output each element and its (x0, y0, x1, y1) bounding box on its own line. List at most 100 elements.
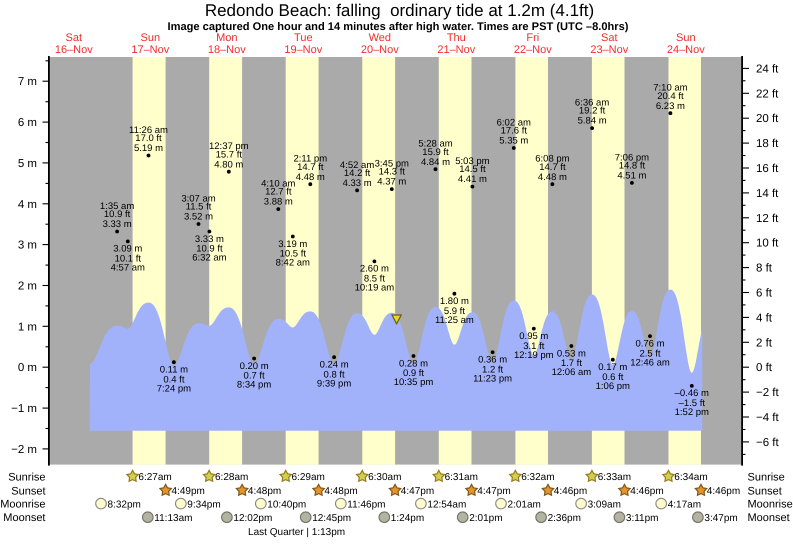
svg-text:6:08 pm: 6:08 pm (535, 154, 569, 165)
svg-text:6 m: 6 m (18, 117, 37, 129)
svg-text:3.33 m: 3.33 m (103, 219, 132, 230)
svg-text:6:31am: 6:31am (445, 472, 478, 483)
svg-text:0 m: 0 m (18, 362, 37, 374)
svg-text:4:10 am: 4:10 am (261, 179, 295, 190)
svg-text:Redondo Beach: falling ordina: Redondo Beach: falling ordinary tide at … (205, 1, 594, 20)
svg-text:14 ft: 14 ft (756, 188, 779, 200)
svg-text:14.2 ft: 14.2 ft (344, 168, 371, 179)
svg-text:3.88 m: 3.88 m (264, 197, 293, 208)
svg-text:2:36pm: 2:36pm (548, 513, 581, 524)
svg-text:9:39 pm: 9:39 pm (317, 378, 351, 389)
svg-text:10:19 am: 10:19 am (355, 283, 395, 294)
svg-text:4:47pm: 4:47pm (401, 486, 434, 497)
svg-text:0.20 m: 0.20 m (240, 361, 269, 372)
svg-text:8.5 ft: 8.5 ft (364, 274, 385, 285)
svg-text:4:46pm: 4:46pm (554, 486, 587, 497)
svg-text:10.1 ft: 10.1 ft (115, 254, 142, 265)
svg-text:6:32am: 6:32am (521, 472, 554, 483)
svg-text:Fri: Fri (526, 32, 539, 44)
svg-text:1.80 m: 1.80 m (440, 296, 469, 307)
svg-text:12:02pm: 12:02pm (233, 513, 272, 524)
svg-text:6:33am: 6:33am (598, 472, 631, 483)
svg-text:3 m: 3 m (18, 240, 37, 252)
svg-text:1.2 ft: 1.2 ft (482, 365, 503, 376)
svg-text:Sunset: Sunset (11, 485, 45, 497)
svg-text:4.48 m: 4.48 m (538, 172, 567, 183)
svg-text:2:01am: 2:01am (508, 499, 541, 510)
svg-text:17.6 ft: 17.6 ft (501, 126, 528, 137)
svg-text:12:54am: 12:54am (427, 499, 466, 510)
svg-text:2:11 pm: 2:11 pm (293, 154, 327, 165)
svg-text:10:40pm: 10:40pm (267, 499, 306, 510)
svg-text:12:46 am: 12:46 am (630, 357, 670, 368)
svg-text:10:35 pm: 10:35 pm (394, 377, 434, 388)
svg-text:Moonset: Moonset (3, 512, 45, 524)
svg-text:5:03 pm: 5:03 pm (455, 156, 489, 167)
svg-text:8 ft: 8 ft (756, 263, 773, 275)
svg-text:4:46pm: 4:46pm (630, 486, 663, 497)
svg-text:12:37 pm: 12:37 pm (209, 141, 249, 152)
svg-text:16–Nov: 16–Nov (55, 44, 93, 56)
svg-text:0.53 m: 0.53 m (557, 348, 586, 359)
svg-text:8:32pm: 8:32pm (108, 499, 141, 510)
svg-text:0.76 m: 0.76 m (635, 338, 664, 349)
svg-text:6:34am: 6:34am (674, 472, 707, 483)
svg-text:0.11 m: 0.11 m (160, 365, 188, 376)
svg-text:3.33 m: 3.33 m (195, 234, 224, 245)
svg-text:18–Nov: 18–Nov (208, 44, 246, 56)
svg-text:5.19 m: 5.19 m (134, 143, 163, 154)
svg-text:Tue: Tue (294, 32, 313, 44)
svg-text:Sat: Sat (601, 32, 618, 44)
svg-text:Moonset: Moonset (748, 512, 790, 524)
svg-text:3:07 am: 3:07 am (181, 193, 215, 204)
svg-text:3:47pm: 3:47pm (704, 513, 737, 524)
svg-text:11.5 ft: 11.5 ft (186, 202, 212, 213)
svg-text:0.24 m: 0.24 m (320, 360, 349, 371)
svg-text:Sun: Sun (676, 32, 696, 44)
svg-text:6:29am: 6:29am (292, 472, 325, 483)
svg-text:17–Nov: 17–Nov (131, 44, 169, 56)
svg-text:7 m: 7 m (18, 76, 37, 88)
svg-text:0.28 m: 0.28 m (399, 358, 428, 369)
svg-text:0.8 ft: 0.8 ft (324, 369, 345, 380)
svg-text:4.51 m: 4.51 m (617, 171, 646, 182)
svg-text:18 ft: 18 ft (756, 138, 779, 150)
svg-text:4 ft: 4 ft (756, 312, 773, 324)
svg-text:5:28 am: 5:28 am (418, 139, 452, 150)
svg-text:12 ft: 12 ft (756, 213, 779, 225)
svg-text:3:09am: 3:09am (588, 499, 621, 510)
svg-text:17.0 ft: 17.0 ft (135, 133, 162, 144)
svg-text:Sat: Sat (66, 32, 83, 44)
svg-text:1:52 pm: 1:52 pm (675, 407, 709, 418)
svg-text:Last Quarter | 1:13pm: Last Quarter | 1:13pm (248, 527, 345, 538)
svg-text:7:24 pm: 7:24 pm (157, 383, 191, 394)
svg-text:Wed: Wed (369, 32, 391, 44)
svg-text:1:24pm: 1:24pm (391, 513, 424, 524)
svg-text:7:10 am: 7:10 am (653, 83, 687, 94)
svg-text:0.4 ft: 0.4 ft (163, 374, 184, 385)
svg-text:21–Nov: 21–Nov (437, 44, 475, 56)
svg-text:14.7 ft: 14.7 ft (297, 162, 324, 173)
svg-text:Moonrise: Moonrise (0, 499, 45, 511)
svg-text:3:11pm: 3:11pm (626, 513, 659, 524)
svg-text:–0.46 m: –0.46 m (675, 388, 709, 399)
svg-text:20 ft: 20 ft (756, 113, 779, 125)
svg-text:12:19 pm: 12:19 pm (514, 350, 554, 361)
svg-text:8:42 am: 8:42 am (276, 258, 310, 269)
svg-text:4.37 m: 4.37 m (377, 177, 406, 188)
svg-text:4:17am: 4:17am (668, 499, 701, 510)
svg-text:10.9 ft: 10.9 ft (196, 244, 223, 255)
svg-text:4.48 m: 4.48 m (296, 172, 325, 183)
svg-text:9:34pm: 9:34pm (187, 499, 220, 510)
svg-text:4:47pm: 4:47pm (477, 486, 510, 497)
svg-text:−4 ft: −4 ft (756, 412, 780, 424)
svg-text:0.36 m: 0.36 m (478, 355, 507, 366)
svg-text:3.52 m: 3.52 m (184, 212, 213, 223)
svg-text:1 m: 1 m (18, 321, 37, 333)
svg-text:2 m: 2 m (18, 281, 37, 293)
svg-text:24–Nov: 24–Nov (667, 44, 705, 56)
svg-text:3.19 m: 3.19 m (278, 239, 307, 250)
svg-text:10.5 ft: 10.5 ft (280, 249, 307, 260)
svg-text:–1.5 ft: –1.5 ft (679, 398, 706, 409)
svg-text:1:06 pm: 1:06 pm (596, 381, 630, 392)
